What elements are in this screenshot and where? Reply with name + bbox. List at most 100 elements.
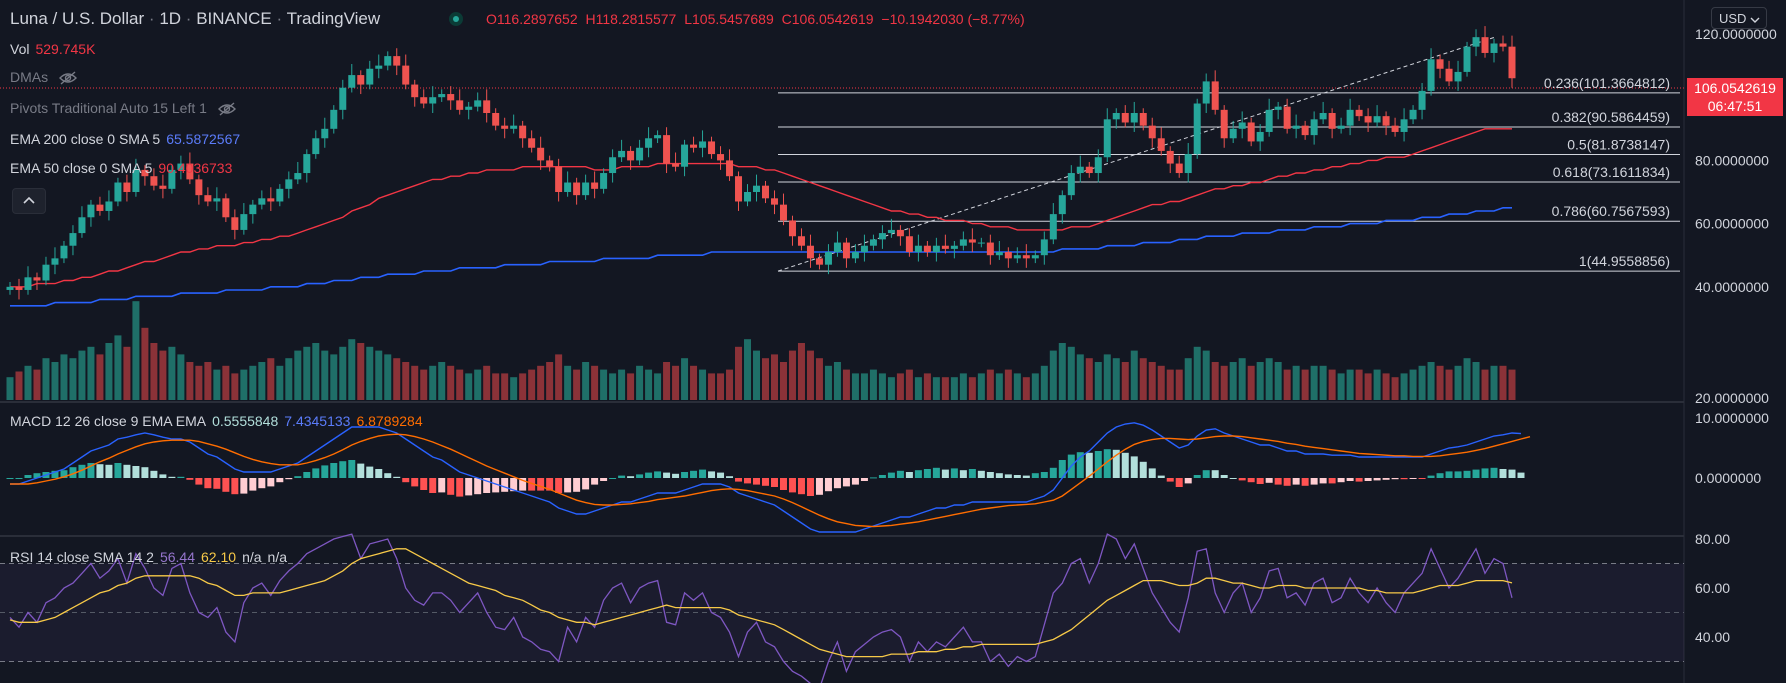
macd-histogram-bar: [483, 478, 491, 493]
volume-bar: [600, 369, 608, 400]
volume-bar: [1094, 362, 1102, 400]
volume-bar: [1436, 365, 1444, 400]
macd-histogram-bar: [1220, 475, 1228, 478]
macd-histogram-bar: [1445, 471, 1453, 478]
volume-bar: [60, 354, 68, 400]
volume-bar: [690, 365, 698, 400]
candle-body: [1310, 119, 1318, 136]
volume-bar: [1409, 369, 1417, 400]
candle-body: [1292, 125, 1300, 129]
candle-body: [690, 144, 698, 148]
candle-body: [878, 233, 886, 240]
candle-body: [806, 245, 814, 259]
volume-bar: [1427, 362, 1435, 400]
volume-bar: [312, 343, 320, 400]
volume-bar: [132, 301, 140, 400]
macd-histogram-bar: [465, 478, 473, 496]
macd-histogram-bar: [1085, 452, 1093, 478]
candle-body: [528, 138, 536, 148]
macd-histogram-bar: [1004, 474, 1012, 478]
legend-macd[interactable]: MACD 12 26 close 9 EMA EMA 0.5555848 7.434…: [10, 413, 429, 429]
macd-histogram-bar: [1499, 469, 1507, 478]
volume-bar: [240, 369, 248, 400]
volume-bar: [69, 358, 77, 400]
macd-histogram-bar: [761, 478, 769, 486]
rsi-value: 56.44: [159, 549, 196, 565]
volume-bar: [474, 369, 482, 400]
eye-hidden-icon[interactable]: [217, 102, 237, 116]
volume-bar: [204, 362, 212, 400]
volume-bar: [878, 373, 886, 400]
macd-histogram-bar: [1013, 475, 1021, 478]
volume-bar: [501, 373, 509, 400]
price-axis-label: 120.0000000: [1695, 26, 1777, 42]
volume-bar: [1373, 369, 1381, 400]
candle-body: [824, 252, 832, 265]
ohlc-open: O116.2897652: [486, 11, 578, 27]
candle-body: [761, 185, 769, 199]
ema50-value: 90.4036733: [158, 160, 233, 176]
volume-bar: [627, 373, 635, 400]
macd-histogram-bar: [321, 465, 329, 478]
collapse-legend-button[interactable]: [12, 188, 46, 214]
candle-body: [1364, 116, 1372, 123]
volume-bar: [1508, 369, 1516, 400]
candle-body: [1274, 106, 1282, 110]
legend-volume[interactable]: Vol 529.745K: [10, 41, 101, 57]
candle-body: [1211, 81, 1219, 110]
candle-body: [132, 169, 140, 192]
legend-pivots[interactable]: Pivots Traditional Auto 15 Left 1: [10, 100, 237, 116]
candle-body: [141, 169, 149, 177]
market-status-icon[interactable]: [449, 12, 463, 26]
volume-bar: [1202, 350, 1210, 400]
currency-select[interactable]: USD: [1711, 7, 1767, 29]
candle-body: [941, 245, 949, 249]
volume-bar: [1247, 365, 1255, 400]
volume-bar: [609, 373, 617, 400]
macd-histogram-bar: [1094, 451, 1102, 478]
candle-body: [15, 286, 23, 290]
volume-bar: [456, 369, 464, 400]
fib-level-label: 0.618(73.1611834): [1553, 164, 1670, 180]
macd-histogram-bar: [788, 478, 796, 493]
interval[interactable]: 1D: [159, 9, 182, 28]
current-price-tag: 106.0542619 06:47:51: [1687, 78, 1783, 116]
legend-ema50[interactable]: EMA 50 close 0 SMA 5 90.4036733: [10, 160, 238, 176]
macd-histogram-bar: [51, 470, 59, 478]
macd-histogram-bar: [1409, 478, 1417, 479]
rsi-sma-value: 62.10: [201, 549, 237, 565]
volume-bar: [1058, 343, 1066, 400]
volume-bar: [78, 350, 86, 400]
macd-histogram-bar: [1328, 478, 1336, 484]
legend-ema200[interactable]: EMA 200 close 0 SMA 5 65.5872567: [10, 131, 246, 147]
volume-bar: [1211, 362, 1219, 400]
legend-rsi[interactable]: RSI 14 close SMA 14 2 56.44 62.10 n/a n/a: [10, 549, 293, 565]
macd-histogram-bar: [1382, 478, 1390, 480]
macd-histogram-bar: [438, 478, 446, 493]
candle-body: [1175, 163, 1183, 174]
candle-body: [1463, 46, 1471, 72]
eye-hidden-icon[interactable]: [58, 71, 78, 85]
candle-body: [699, 141, 707, 148]
volume-bar: [330, 354, 338, 400]
symbol-title[interactable]: Luna / U.S. Dollar: [10, 9, 145, 28]
rsi-na-2: n/a: [267, 549, 287, 565]
candle-body: [1301, 125, 1309, 136]
volume-bar: [1139, 358, 1147, 400]
macd-histogram-bar: [1292, 478, 1300, 485]
volume-bar: [1364, 373, 1372, 400]
volume-bar: [213, 369, 221, 400]
macd-histogram-bar: [312, 468, 320, 478]
volume-bar: [366, 346, 374, 400]
candle-body: [60, 245, 68, 259]
ema200-line: [10, 207, 1512, 307]
macd-histogram-bar: [950, 468, 958, 478]
volume-bar: [96, 354, 104, 400]
legend-dmas[interactable]: DMAs: [10, 69, 78, 85]
volume-bar: [429, 365, 437, 400]
volume-bar: [770, 354, 778, 400]
volume-bar: [159, 350, 167, 400]
macd-histogram-bar: [923, 469, 931, 478]
candle-body: [294, 173, 302, 180]
